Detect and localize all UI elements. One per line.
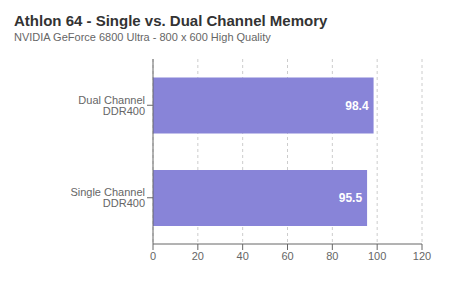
svg-text:120: 120 bbox=[413, 250, 431, 262]
svg-text:95.5: 95.5 bbox=[339, 191, 363, 205]
svg-text:60: 60 bbox=[281, 250, 293, 262]
svg-text:98.4: 98.4 bbox=[345, 99, 369, 113]
svg-text:Dual ChannelDDR400: Dual ChannelDDR400 bbox=[78, 94, 145, 117]
svg-text:20: 20 bbox=[192, 250, 204, 262]
html-text:NVIDIA GeForce 6800 Ultra - 80: NVIDIA GeForce 6800 Ultra - 800 x 600 Hi… bbox=[14, 31, 271, 43]
svg-text:100: 100 bbox=[368, 250, 386, 262]
svg-text:40: 40 bbox=[237, 250, 249, 262]
svg-text:80: 80 bbox=[326, 250, 338, 262]
svg-text:Single ChannelDDR400: Single ChannelDDR400 bbox=[70, 186, 145, 209]
svg-text:0: 0 bbox=[150, 250, 156, 262]
html-text:Athlon 64 - Single vs. Dual Ch: Athlon 64 - Single vs. Dual Channel Memo… bbox=[14, 12, 328, 29]
